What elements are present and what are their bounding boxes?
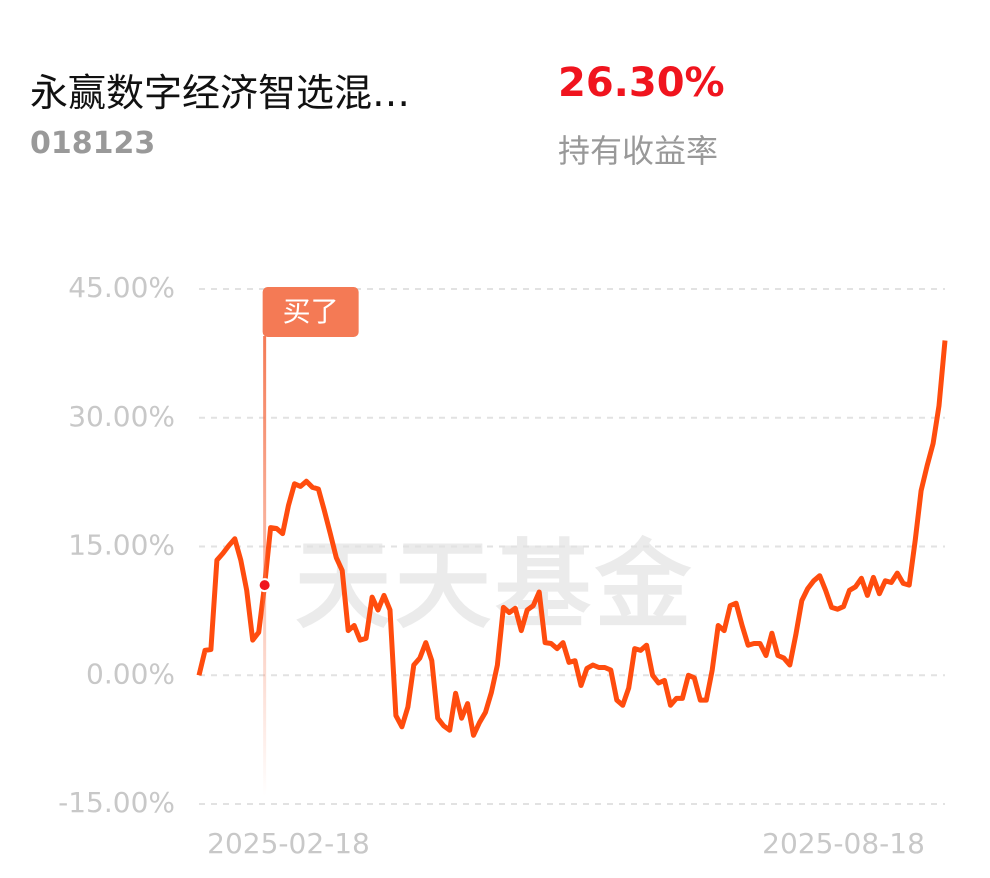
y-tick-label: 0.00% xyxy=(86,657,175,690)
price-line xyxy=(196,340,948,738)
y-tick-label: 15.00% xyxy=(68,529,175,562)
return-value: 26.30% xyxy=(558,60,725,106)
fund-name: 永赢数字经济智选混… xyxy=(30,71,411,115)
y-tick-label: 45.00% xyxy=(68,271,175,304)
buy-tag-label: 买了 xyxy=(283,295,339,328)
buy-line xyxy=(263,336,267,796)
buy-tag xyxy=(262,287,359,337)
buy-point xyxy=(257,578,272,593)
y-tick-label: -15.00% xyxy=(58,786,175,819)
y-tick-label: 30.00% xyxy=(68,400,175,433)
x-tick-label: 2025-02-18 xyxy=(207,827,370,860)
watermark: 天天基金 xyxy=(295,529,695,641)
return-label: 持有收益率 xyxy=(558,132,719,170)
fund-code: 018123 xyxy=(30,126,156,161)
x-tick-label: 2025-08-18 xyxy=(762,827,925,860)
